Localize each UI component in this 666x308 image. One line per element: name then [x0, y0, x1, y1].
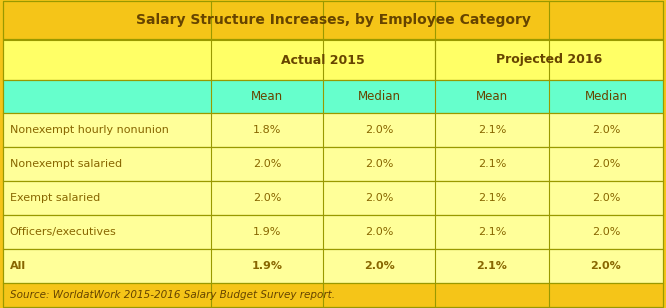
- Bar: [3, 283, 663, 307]
- Text: Nonexempt salaried: Nonexempt salaried: [10, 159, 122, 169]
- Text: Salary Structure Increases, by Employee Category: Salary Structure Increases, by Employee …: [136, 13, 530, 27]
- Text: 2.0%: 2.0%: [364, 261, 394, 271]
- Text: 2.0%: 2.0%: [365, 125, 394, 135]
- Text: Actual 2015: Actual 2015: [281, 54, 365, 67]
- Text: Median: Median: [584, 90, 627, 103]
- Text: 2.0%: 2.0%: [591, 125, 620, 135]
- Text: 2.0%: 2.0%: [591, 159, 620, 169]
- Bar: [3, 80, 663, 113]
- Text: Officers/executives: Officers/executives: [10, 227, 117, 237]
- Bar: [3, 181, 663, 215]
- Text: Projected 2016: Projected 2016: [496, 54, 602, 67]
- Text: Mean: Mean: [251, 90, 283, 103]
- Text: 2.0%: 2.0%: [365, 227, 394, 237]
- Text: Nonexempt hourly nonunion: Nonexempt hourly nonunion: [10, 125, 168, 135]
- Bar: [3, 215, 663, 249]
- Text: 2.1%: 2.1%: [478, 159, 506, 169]
- Text: 1.9%: 1.9%: [253, 227, 281, 237]
- Bar: [3, 40, 663, 80]
- Text: All: All: [10, 261, 26, 271]
- Bar: [3, 1, 663, 39]
- Text: 2.0%: 2.0%: [591, 261, 621, 271]
- Text: 2.1%: 2.1%: [477, 261, 507, 271]
- Text: 2.0%: 2.0%: [365, 193, 394, 203]
- Text: Exempt salaried: Exempt salaried: [10, 193, 100, 203]
- Text: 2.1%: 2.1%: [478, 227, 506, 237]
- Text: Mean: Mean: [476, 90, 508, 103]
- Text: 2.1%: 2.1%: [478, 193, 506, 203]
- Text: Source: WorldatWork 2015-2016 Salary Budget Survey report.: Source: WorldatWork 2015-2016 Salary Bud…: [10, 290, 334, 300]
- Text: 2.0%: 2.0%: [365, 159, 394, 169]
- Bar: [3, 249, 663, 283]
- Bar: [3, 113, 663, 147]
- Text: 2.1%: 2.1%: [478, 125, 506, 135]
- Text: 2.0%: 2.0%: [253, 159, 281, 169]
- Text: 1.8%: 1.8%: [253, 125, 281, 135]
- Text: 2.0%: 2.0%: [591, 227, 620, 237]
- Text: Median: Median: [358, 90, 401, 103]
- Bar: [3, 147, 663, 181]
- Text: 1.9%: 1.9%: [252, 261, 282, 271]
- Text: 2.0%: 2.0%: [253, 193, 281, 203]
- Text: 2.0%: 2.0%: [591, 193, 620, 203]
